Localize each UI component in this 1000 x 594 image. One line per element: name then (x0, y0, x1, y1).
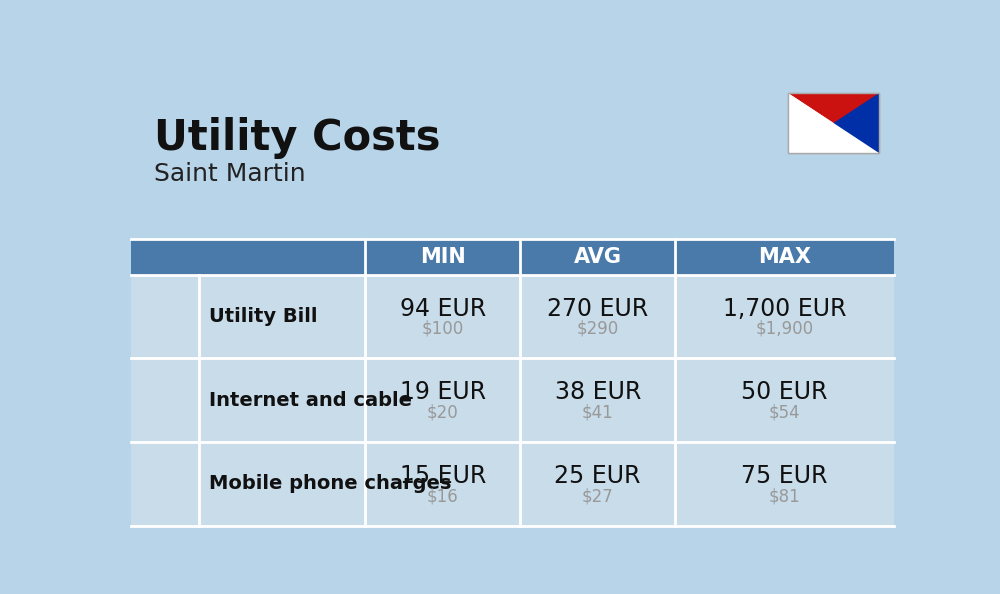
Text: Utility Costs: Utility Costs (154, 118, 441, 159)
Text: Saint Martin: Saint Martin (154, 162, 306, 186)
Text: 38 EUR: 38 EUR (555, 380, 641, 405)
Text: Utility Bill: Utility Bill (209, 307, 318, 326)
Text: 1,700 EUR: 1,700 EUR (723, 296, 846, 321)
Text: $1,900: $1,900 (755, 320, 814, 338)
Text: $27: $27 (582, 487, 614, 505)
Text: Internet and cable: Internet and cable (209, 391, 412, 410)
Text: $290: $290 (577, 320, 619, 338)
Text: $81: $81 (769, 487, 800, 505)
FancyBboxPatch shape (788, 93, 879, 153)
Text: 94 EUR: 94 EUR (400, 296, 486, 321)
FancyBboxPatch shape (131, 358, 894, 442)
FancyBboxPatch shape (131, 442, 894, 526)
Text: $54: $54 (769, 403, 800, 421)
FancyBboxPatch shape (131, 239, 894, 274)
Text: MAX: MAX (758, 247, 811, 267)
Text: 270 EUR: 270 EUR (547, 296, 648, 321)
Text: 15 EUR: 15 EUR (400, 464, 486, 488)
Text: MIN: MIN (420, 247, 466, 267)
Text: $100: $100 (422, 320, 464, 338)
Polygon shape (788, 93, 879, 153)
FancyBboxPatch shape (131, 274, 894, 358)
Text: $16: $16 (427, 487, 459, 505)
Text: AVG: AVG (574, 247, 622, 267)
Text: $20: $20 (427, 403, 459, 421)
Text: 25 EUR: 25 EUR (554, 464, 641, 488)
Text: Mobile phone charges: Mobile phone charges (209, 474, 452, 493)
Polygon shape (788, 93, 879, 153)
Text: 75 EUR: 75 EUR (741, 464, 828, 488)
Text: 50 EUR: 50 EUR (741, 380, 828, 405)
Text: $41: $41 (582, 403, 614, 421)
Polygon shape (788, 93, 879, 153)
Text: 19 EUR: 19 EUR (400, 380, 486, 405)
